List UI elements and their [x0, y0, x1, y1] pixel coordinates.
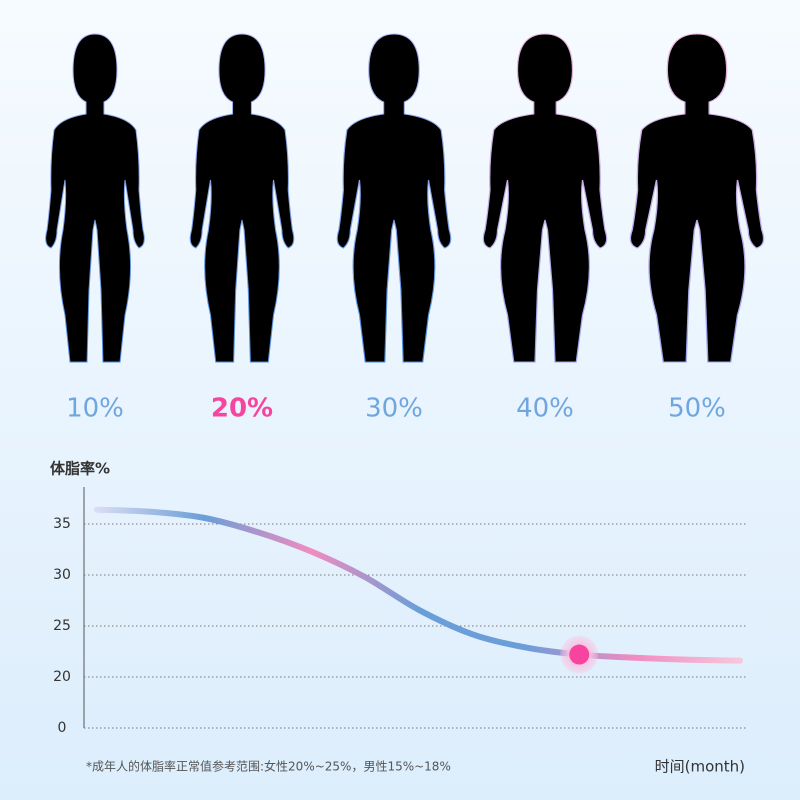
highlight-point	[569, 644, 590, 665]
figure-label: 10%	[66, 394, 124, 424]
y-tick-label: 30	[53, 567, 71, 583]
y-axis-title: 体脂率%	[50, 460, 110, 478]
figure-label: 30%	[365, 394, 423, 424]
figure-label: 20%	[211, 394, 273, 424]
y-tick-label: 0	[58, 720, 67, 736]
figure-label: 50%	[668, 394, 726, 424]
line	[94, 506, 743, 664]
y-tick-label: 35	[53, 516, 71, 532]
x-axis-title: 时间(month)	[655, 758, 745, 776]
chart: 0 20 25 30 35	[53, 506, 748, 736]
y-tick-label: 25	[53, 618, 71, 634]
figure-labels: 10% 20% 30% 40% 50%	[66, 394, 726, 424]
figure-label: 40%	[516, 394, 574, 424]
y-tick-label: 20	[53, 669, 71, 685]
footnote: *成年人的体脂率正常值参考范围:女性20%~25%，男性15%~18%	[86, 759, 451, 774]
